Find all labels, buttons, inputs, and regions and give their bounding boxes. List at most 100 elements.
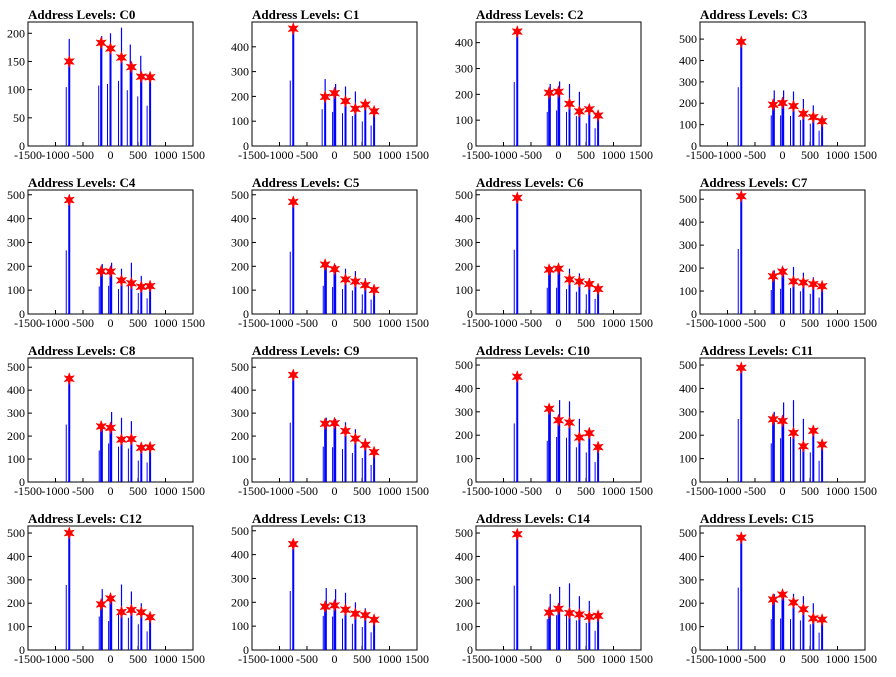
peak-marker [797, 106, 810, 121]
x-tick-label: -1000 [714, 652, 742, 666]
y-tick-label: 200 [455, 259, 473, 273]
x-tick-label: 0 [780, 316, 786, 330]
peak-marker [787, 595, 800, 610]
y-tick-label: 0 [243, 643, 249, 657]
y-tick-label: 400 [455, 36, 473, 50]
y-tick-label: 200 [231, 595, 249, 609]
x-tick-label: 500 [129, 652, 147, 666]
x-tick-label: -1500 [462, 316, 490, 330]
x-tick-label: -1000 [714, 148, 742, 162]
subplot-title: Address Levels: C15 [700, 511, 814, 526]
x-tick-label: -500 [520, 148, 542, 162]
subplot-title: Address Levels: C3 [700, 7, 808, 22]
subplot-title: Address Levels: C14 [476, 511, 590, 526]
x-tick-label: 1000 [378, 484, 402, 498]
peak-marker [511, 24, 524, 39]
peak-marker [543, 605, 555, 620]
peak-marker [104, 421, 117, 435]
x-tick-label: -1000 [266, 484, 294, 498]
peak-marker [349, 274, 362, 289]
y-tick-label: 100 [231, 114, 249, 128]
x-tick-label: 1500 [629, 484, 653, 498]
x-tick-label: -1500 [686, 316, 714, 330]
y-tick-label: 100 [679, 284, 697, 298]
peak-marker [328, 416, 341, 430]
peak-marker [797, 602, 810, 617]
y-tick-label: 100 [7, 83, 25, 97]
peak-marker [776, 587, 789, 602]
peak-marker [552, 602, 565, 616]
peak-marker [144, 610, 156, 624]
peak-marker [115, 432, 128, 447]
y-tick-label: 200 [455, 87, 473, 101]
x-tick-label: -1000 [266, 652, 294, 666]
x-tick-label: 1000 [378, 148, 402, 162]
y-tick-label: 300 [455, 62, 473, 76]
peak-marker [63, 526, 76, 540]
peak-marker [359, 97, 372, 112]
peak-marker [339, 424, 352, 438]
peak-marker [573, 104, 586, 119]
x-tick-label: -500 [72, 484, 94, 498]
x-tick-label: 1000 [826, 652, 850, 666]
y-tick-label: 300 [679, 573, 697, 587]
x-tick-label: 1000 [602, 484, 626, 498]
x-tick-label: 1500 [181, 148, 205, 162]
x-tick-label: -500 [520, 316, 542, 330]
x-tick-label: 500 [577, 148, 595, 162]
x-tick-label: -500 [296, 316, 318, 330]
peak-marker [767, 97, 779, 112]
y-tick-label: 200 [679, 428, 697, 442]
peak-marker [511, 191, 524, 205]
x-tick-label: -1500 [14, 652, 42, 666]
y-tick-label: 200 [7, 259, 25, 273]
y-tick-label: 200 [679, 96, 697, 110]
x-tick-label: 1500 [405, 652, 429, 666]
y-tick-label: 200 [231, 429, 249, 443]
y-tick-label: 500 [7, 188, 25, 202]
peak-marker [787, 274, 800, 289]
x-tick-label: 1500 [853, 484, 877, 498]
y-tick-label: 0 [19, 307, 25, 321]
x-tick-label: -1000 [714, 484, 742, 498]
subplot-title: Address Levels: C1 [252, 7, 359, 22]
y-tick-label: 0 [467, 139, 473, 153]
peak-marker [563, 415, 576, 430]
peak-marker [368, 445, 380, 459]
y-tick-label: 300 [455, 235, 473, 249]
peak-marker [63, 54, 76, 69]
peak-marker [767, 592, 779, 607]
peak-marker [787, 99, 800, 113]
peak-marker [319, 416, 331, 431]
x-tick-label: -1500 [462, 148, 490, 162]
y-tick-label: 200 [679, 261, 697, 275]
x-tick-label: -1000 [490, 484, 518, 498]
subplot-title: Address Levels: C9 [252, 343, 360, 358]
peak-marker [776, 414, 789, 428]
peak-marker [339, 272, 352, 287]
peak-marker [359, 278, 372, 292]
peak-marker [552, 413, 565, 427]
y-tick-label: 300 [7, 235, 25, 249]
y-tick-label: 200 [231, 259, 249, 273]
peak-marker [735, 35, 748, 49]
x-tick-label: 1000 [826, 316, 850, 330]
peak-marker [776, 96, 789, 110]
peak-marker [125, 60, 138, 74]
x-tick-label: 0 [780, 148, 786, 162]
y-tick-label: 500 [455, 526, 473, 540]
peak-marker [328, 262, 341, 276]
x-tick-label: 1500 [181, 652, 205, 666]
x-tick-label: 1000 [602, 316, 626, 330]
x-tick-label: 500 [801, 316, 819, 330]
y-tick-label: 500 [231, 188, 249, 202]
peak-marker [287, 195, 300, 209]
peak-marker [135, 605, 148, 620]
peak-marker [511, 369, 524, 384]
subplot-title: Address Levels: C0 [28, 7, 135, 22]
x-tick-label: 0 [332, 148, 338, 162]
peak-marker [573, 430, 586, 445]
subplot-4: Address Levels: C40100200300400500-1500-… [7, 175, 205, 330]
y-tick-label: 100 [455, 283, 473, 297]
